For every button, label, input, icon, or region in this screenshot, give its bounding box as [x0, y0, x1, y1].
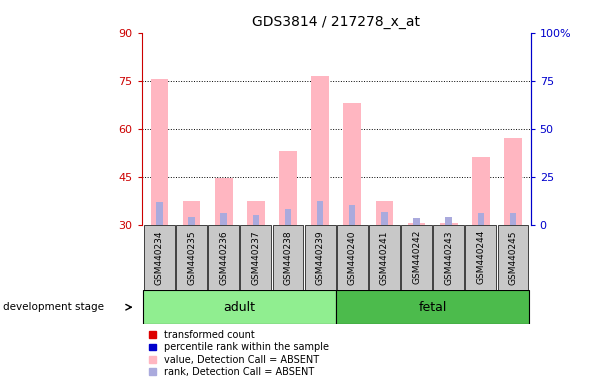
FancyBboxPatch shape — [336, 290, 529, 324]
Bar — [413, 218, 420, 225]
Text: adult: adult — [224, 301, 256, 314]
Bar — [311, 76, 329, 225]
Bar — [156, 202, 163, 225]
Bar — [478, 214, 484, 225]
Bar — [285, 209, 291, 225]
Text: GSM440245: GSM440245 — [508, 230, 517, 285]
Bar — [317, 201, 323, 225]
Text: GSM440240: GSM440240 — [348, 230, 357, 285]
Bar — [279, 151, 297, 225]
FancyBboxPatch shape — [176, 225, 207, 290]
Bar — [446, 217, 452, 225]
Legend: transformed count, percentile rank within the sample, value, Detection Call = AB: transformed count, percentile rank withi… — [147, 328, 331, 379]
Text: development stage: development stage — [3, 302, 104, 312]
Text: GSM440239: GSM440239 — [315, 230, 324, 285]
FancyBboxPatch shape — [273, 225, 303, 290]
Text: GSM440237: GSM440237 — [251, 230, 260, 285]
Bar — [376, 201, 393, 225]
Bar — [188, 217, 195, 225]
FancyBboxPatch shape — [433, 225, 464, 290]
FancyBboxPatch shape — [466, 225, 496, 290]
Bar — [381, 212, 388, 225]
FancyBboxPatch shape — [144, 225, 175, 290]
Title: GDS3814 / 217278_x_at: GDS3814 / 217278_x_at — [252, 15, 420, 29]
Bar — [247, 201, 265, 225]
Text: GSM440234: GSM440234 — [155, 230, 164, 285]
Bar — [440, 223, 458, 225]
Bar — [504, 138, 522, 225]
Bar — [343, 103, 361, 225]
FancyBboxPatch shape — [401, 225, 432, 290]
Bar — [510, 214, 516, 225]
Bar — [183, 201, 200, 225]
FancyBboxPatch shape — [144, 290, 336, 324]
Bar — [253, 215, 259, 225]
Text: GSM440243: GSM440243 — [444, 230, 453, 285]
Text: GSM440244: GSM440244 — [476, 230, 485, 285]
Text: fetal: fetal — [418, 301, 447, 314]
Bar — [151, 79, 168, 225]
Text: GSM440236: GSM440236 — [219, 230, 228, 285]
Bar — [349, 205, 355, 225]
FancyBboxPatch shape — [369, 225, 400, 290]
FancyBboxPatch shape — [208, 225, 239, 290]
FancyBboxPatch shape — [337, 225, 368, 290]
Text: GSM440238: GSM440238 — [283, 230, 292, 285]
FancyBboxPatch shape — [497, 225, 528, 290]
FancyBboxPatch shape — [305, 225, 335, 290]
Bar — [472, 157, 490, 225]
Bar — [221, 214, 227, 225]
Text: GSM440242: GSM440242 — [412, 230, 421, 285]
Bar — [215, 178, 233, 225]
Text: GSM440241: GSM440241 — [380, 230, 389, 285]
Bar — [408, 223, 425, 225]
FancyBboxPatch shape — [241, 225, 271, 290]
Text: GSM440235: GSM440235 — [187, 230, 196, 285]
